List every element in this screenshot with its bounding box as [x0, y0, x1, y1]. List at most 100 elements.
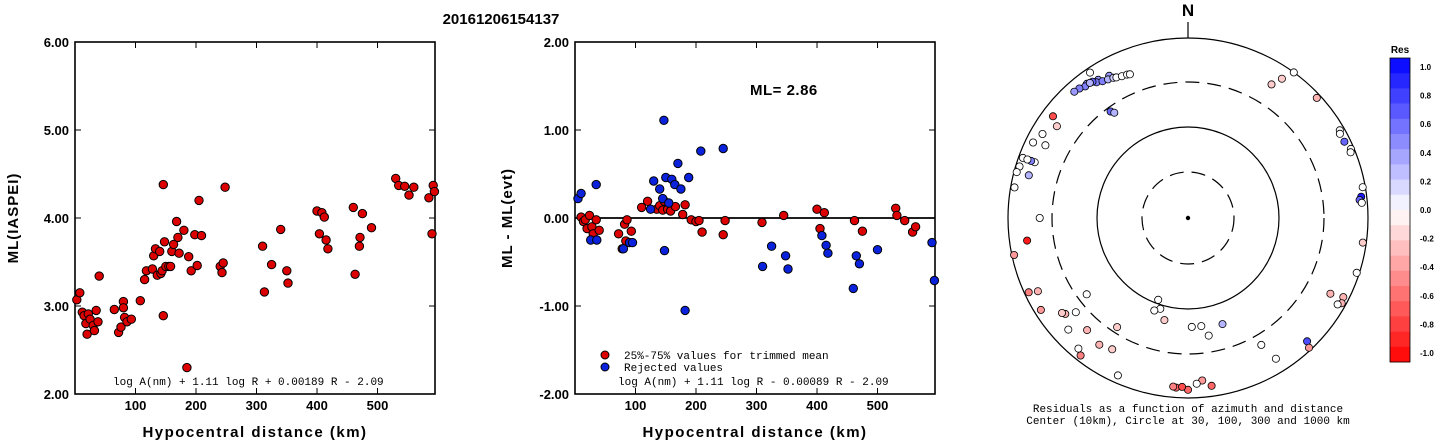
data-point: [892, 210, 902, 221]
data-point: [594, 225, 604, 236]
colorbar-tick-label: -0.4: [1420, 263, 1434, 272]
station-point: [1108, 345, 1117, 354]
data-point: [173, 232, 183, 243]
data-point: [314, 229, 325, 239]
data-point: [697, 227, 707, 237]
x-tick-label: 200: [685, 398, 707, 413]
station-point: [1082, 290, 1091, 299]
data-point: [678, 209, 688, 220]
station-point: [1352, 268, 1361, 277]
data-point: [613, 229, 624, 239]
data-point: [91, 305, 101, 316]
station-point: [1024, 171, 1033, 180]
data-points: [573, 115, 940, 316]
data-point: [857, 226, 868, 236]
station-point: [1160, 316, 1169, 325]
station-point: [1357, 198, 1366, 207]
data-point: [680, 200, 690, 210]
data-point: [779, 210, 789, 221]
station-point: [1358, 238, 1367, 247]
station-point: [1029, 138, 1038, 147]
data-point: [350, 269, 360, 279]
colorbar-step: [1390, 164, 1410, 180]
y-tick-label: 3.00: [44, 299, 69, 314]
station-point: [1340, 137, 1349, 146]
colorbar-step: [1390, 103, 1410, 120]
y-tick-label: 6.00: [44, 35, 69, 50]
station-point: [1335, 129, 1344, 138]
y-tick-label: 0.00: [544, 211, 569, 226]
x-axis-label: Hypocentral distance (km): [142, 424, 367, 441]
data-point: [217, 267, 227, 278]
data-point: [766, 241, 777, 251]
station-point: [1095, 340, 1104, 349]
data-point: [259, 287, 270, 297]
station-point: [1346, 148, 1355, 157]
data-point: [718, 230, 728, 240]
data-point: [592, 235, 602, 245]
colorbar-step: [1390, 88, 1410, 104]
data-point: [720, 215, 730, 226]
data-point: [158, 311, 169, 321]
colorbar-tick-label: 0.2: [1420, 177, 1432, 186]
station-point: [1204, 331, 1213, 340]
data-point: [168, 239, 179, 250]
data-point: [357, 208, 368, 219]
data-point: [649, 176, 659, 186]
x-tick-label: 500: [867, 398, 889, 413]
colorbar-step: [1390, 58, 1410, 74]
station-point: [1169, 382, 1178, 391]
station-point: [1289, 68, 1298, 77]
residual-colorbar: Res 1.0 0.8 0.6 0.4 0.2 0.0 -0.2 -0.4 -0.6 -0.8 -1…: [1389, 45, 1434, 363]
data-point: [118, 303, 129, 313]
data-point: [627, 237, 638, 248]
data-point: [179, 225, 189, 236]
station-point: [1197, 322, 1206, 331]
data-point: [319, 212, 329, 222]
data-point: [849, 215, 860, 226]
data-point: [927, 237, 937, 248]
colorbar-step: [1390, 240, 1410, 256]
colorbar-tick-label: 0.4: [1420, 149, 1432, 158]
colorbar-tick-label: 0.6: [1420, 120, 1432, 129]
station-point: [1178, 382, 1187, 391]
station-point: [1064, 325, 1073, 334]
data-point: [851, 251, 861, 261]
station-point: [1049, 112, 1058, 121]
data-point: [626, 226, 636, 236]
station-point: [1010, 183, 1019, 192]
data-point: [823, 248, 833, 258]
data-point: [680, 305, 690, 316]
data-point: [89, 325, 100, 336]
colorbar-step: [1390, 118, 1410, 135]
colorbar-title: Res: [1391, 45, 1410, 56]
station-point: [1083, 326, 1092, 335]
data-point: [427, 229, 437, 239]
station-point: [1070, 87, 1079, 96]
data-point: [354, 241, 365, 251]
y-axis-label: ML(IASPEI): [5, 173, 22, 264]
data-point: [783, 264, 793, 274]
ring-30km: [1141, 171, 1235, 265]
data-point: [618, 244, 629, 254]
colorbar-tick-label: -0.6: [1420, 292, 1434, 301]
station-point: [1052, 122, 1061, 131]
data-point: [75, 288, 85, 298]
station-point: [1024, 288, 1033, 297]
station-point: [1071, 308, 1080, 317]
station-point: [1035, 213, 1044, 222]
data-point: [591, 179, 601, 190]
data-point: [694, 215, 704, 226]
data-point: [696, 146, 706, 156]
colorbar-tick-label: -0.8: [1420, 320, 1434, 329]
data-point: [910, 222, 921, 232]
data-point: [126, 314, 137, 324]
x-tick-label: 300: [246, 398, 268, 413]
x-tick-label: 400: [806, 398, 828, 413]
data-point: [757, 261, 768, 272]
station-point: [1036, 305, 1045, 314]
data-point: [82, 329, 92, 339]
data-point: [817, 230, 827, 241]
ml-value: ML= 2.86: [750, 82, 818, 99]
